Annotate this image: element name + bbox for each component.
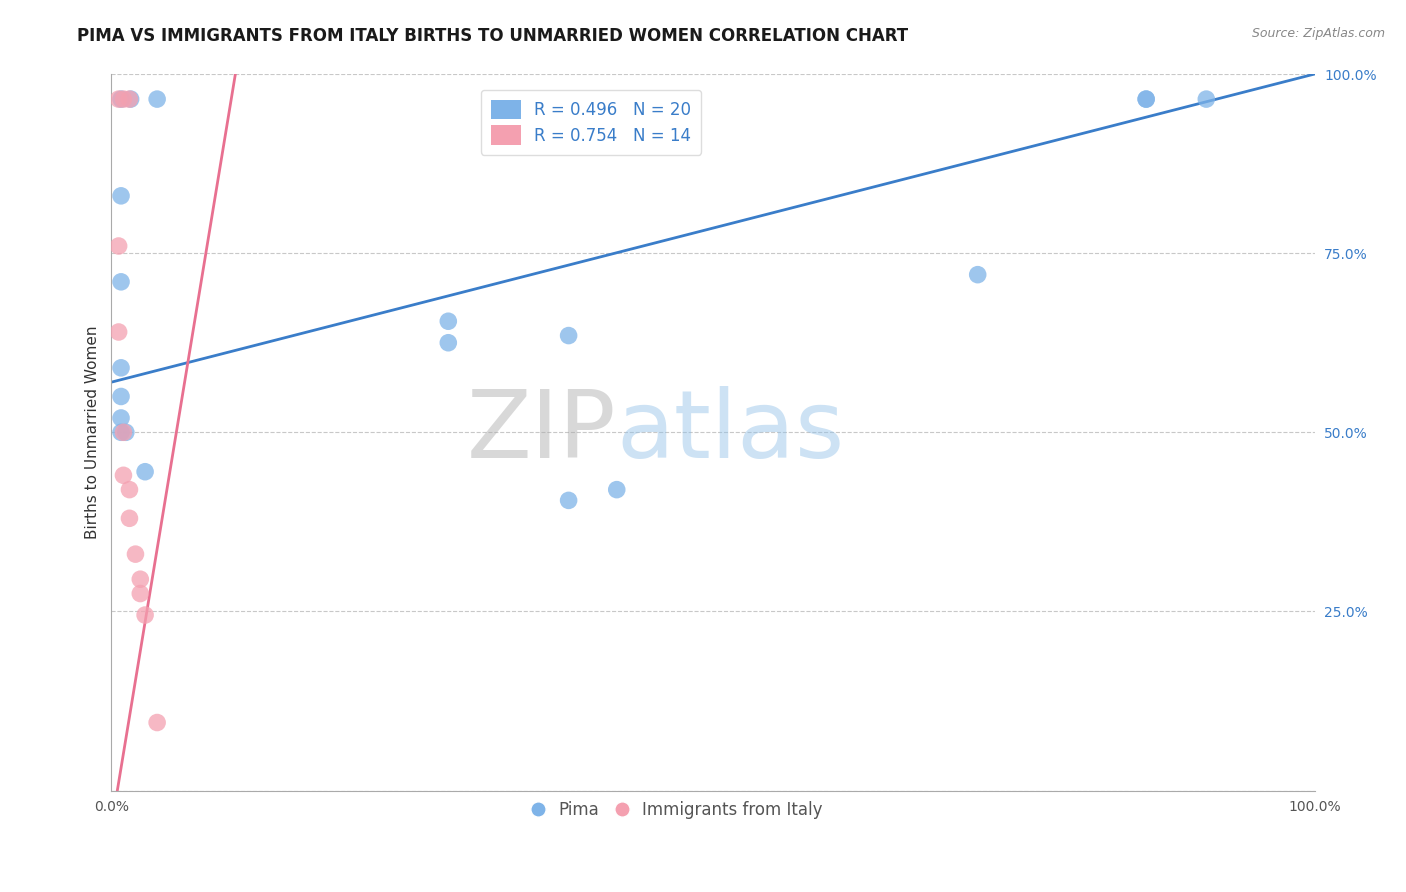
Point [112,468,135,483]
Point [110,92,132,106]
Text: ZIP: ZIP [467,386,617,478]
Point [966,268,988,282]
Point [110,275,132,289]
Text: PIMA VS IMMIGRANTS FROM ITALY BIRTHS TO UNMARRIED WOMEN CORRELATION CHART: PIMA VS IMMIGRANTS FROM ITALY BIRTHS TO … [77,27,908,45]
Y-axis label: Births to Unmarried Women: Births to Unmarried Women [86,326,100,539]
Point [110,389,132,403]
Point [146,92,169,106]
Point [134,608,156,623]
Point [112,425,135,440]
Point [110,360,132,375]
Point [129,572,152,586]
Point [1195,92,1218,106]
Point [557,328,579,343]
Point [129,586,152,600]
Point [118,483,141,497]
Point [118,511,141,525]
Point [120,92,142,106]
Legend: Pima, Immigrants from Italy: Pima, Immigrants from Italy [524,794,830,825]
Text: atlas: atlas [617,386,845,478]
Text: Source: ZipAtlas.com: Source: ZipAtlas.com [1251,27,1385,40]
Point [1135,92,1157,106]
Point [107,92,129,106]
Point [110,411,132,425]
Point [112,92,135,106]
Point [110,189,132,203]
Point [606,483,628,497]
Point [557,493,579,508]
Point [107,325,129,339]
Point [124,547,146,561]
Point [134,465,156,479]
Point [1135,92,1157,106]
Point [118,92,141,106]
Point [115,425,138,440]
Point [437,314,460,328]
Point [110,425,132,440]
Point [146,715,169,730]
Point [437,335,460,350]
Point [107,239,129,253]
